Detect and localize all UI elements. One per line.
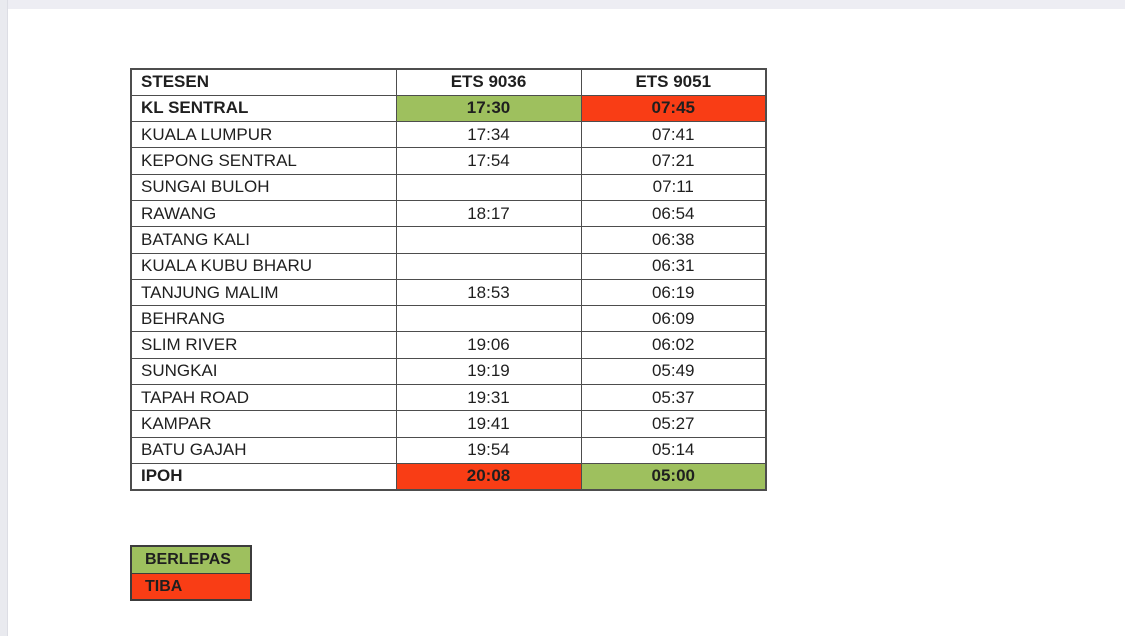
time-cell: 17:34 bbox=[395, 121, 582, 149]
table-row: SUNGKAI 19:19 05:49 bbox=[130, 357, 767, 386]
page-left-margin bbox=[0, 0, 8, 636]
table-row: BEHRANG 06:09 bbox=[130, 305, 767, 333]
table-row: KAMPAR 19:41 05:27 bbox=[130, 410, 767, 438]
time-cell: 05:49 bbox=[580, 357, 767, 386]
time-cell: 06:02 bbox=[580, 331, 767, 359]
station-cell: IPOH bbox=[130, 462, 397, 491]
time-cell: 05:00 bbox=[580, 462, 767, 491]
legend-tiba: TIBA bbox=[132, 573, 250, 599]
header-ets-9036: ETS 9036 bbox=[395, 68, 582, 96]
time-cell: 07:45 bbox=[580, 94, 767, 123]
station-cell: KUALA LUMPUR bbox=[130, 121, 397, 149]
header-stesen: STESEN bbox=[130, 68, 397, 96]
table-row: TANJUNG MALIM 18:53 06:19 bbox=[130, 278, 767, 307]
time-cell: 05:14 bbox=[580, 436, 767, 464]
table-row: KUALA KUBU BHARU 06:31 bbox=[130, 252, 767, 280]
time-cell: 07:21 bbox=[580, 147, 767, 175]
table-row: SLIM RIVER 19:06 06:02 bbox=[130, 331, 767, 359]
station-cell: TANJUNG MALIM bbox=[130, 278, 397, 307]
station-cell: KL SENTRAL bbox=[130, 94, 397, 123]
table-row: IPOH 20:08 05:00 bbox=[130, 462, 767, 491]
station-cell: KEPONG SENTRAL bbox=[130, 147, 397, 175]
station-cell: BATU GAJAH bbox=[130, 436, 397, 464]
table-row: BATANG KALI 06:38 bbox=[130, 226, 767, 254]
time-cell bbox=[395, 226, 582, 254]
time-cell: 19:19 bbox=[395, 357, 582, 386]
time-cell: 06:09 bbox=[580, 305, 767, 333]
time-cell: 07:41 bbox=[580, 121, 767, 149]
table-row: TAPAH ROAD 19:31 05:37 bbox=[130, 384, 767, 412]
time-cell: 06:31 bbox=[580, 252, 767, 280]
station-cell: TAPAH ROAD bbox=[130, 384, 397, 412]
table-row: SUNGAI BULOH 07:11 bbox=[130, 173, 767, 201]
page-top-margin bbox=[0, 0, 1125, 9]
table-row: KL SENTRAL 17:30 07:45 bbox=[130, 94, 767, 123]
time-cell: 18:17 bbox=[395, 199, 582, 228]
time-cell: 06:54 bbox=[580, 199, 767, 228]
time-cell: 19:41 bbox=[395, 410, 582, 438]
table-row: BATU GAJAH 19:54 05:14 bbox=[130, 436, 767, 464]
time-cell: 19:31 bbox=[395, 384, 582, 412]
time-cell bbox=[395, 173, 582, 201]
train-timetable: STESEN ETS 9036 ETS 9051 KL SENTRAL 17:30… bbox=[130, 68, 767, 491]
time-cell: 06:19 bbox=[580, 278, 767, 307]
station-cell: SLIM RIVER bbox=[130, 331, 397, 359]
station-cell: SUNGKAI bbox=[130, 357, 397, 386]
station-cell: BEHRANG bbox=[130, 305, 397, 333]
station-cell: RAWANG bbox=[130, 199, 397, 228]
time-cell: 20:08 bbox=[395, 462, 582, 491]
time-cell: 07:11 bbox=[580, 173, 767, 201]
time-cell bbox=[395, 305, 582, 333]
time-cell: 18:53 bbox=[395, 278, 582, 307]
station-cell: KUALA KUBU BHARU bbox=[130, 252, 397, 280]
table-row: KUALA LUMPUR 17:34 07:41 bbox=[130, 121, 767, 149]
table-row: RAWANG 18:17 06:54 bbox=[130, 199, 767, 228]
time-cell: 19:06 bbox=[395, 331, 582, 359]
time-cell: 17:30 bbox=[395, 94, 582, 123]
time-cell: 05:37 bbox=[580, 384, 767, 412]
time-cell: 06:38 bbox=[580, 226, 767, 254]
station-cell: KAMPAR bbox=[130, 410, 397, 438]
station-cell: SUNGAI BULOH bbox=[130, 173, 397, 201]
table-row: KEPONG SENTRAL 17:54 07:21 bbox=[130, 147, 767, 175]
table-header-row: STESEN ETS 9036 ETS 9051 bbox=[130, 68, 767, 96]
time-cell: 17:54 bbox=[395, 147, 582, 175]
station-cell: BATANG KALI bbox=[130, 226, 397, 254]
time-cell bbox=[395, 252, 582, 280]
time-cell: 05:27 bbox=[580, 410, 767, 438]
time-cell: 19:54 bbox=[395, 436, 582, 464]
legend: BERLEPAS TIBA bbox=[130, 545, 252, 601]
legend-berlepas: BERLEPAS bbox=[132, 547, 250, 573]
header-ets-9051: ETS 9051 bbox=[580, 68, 767, 96]
